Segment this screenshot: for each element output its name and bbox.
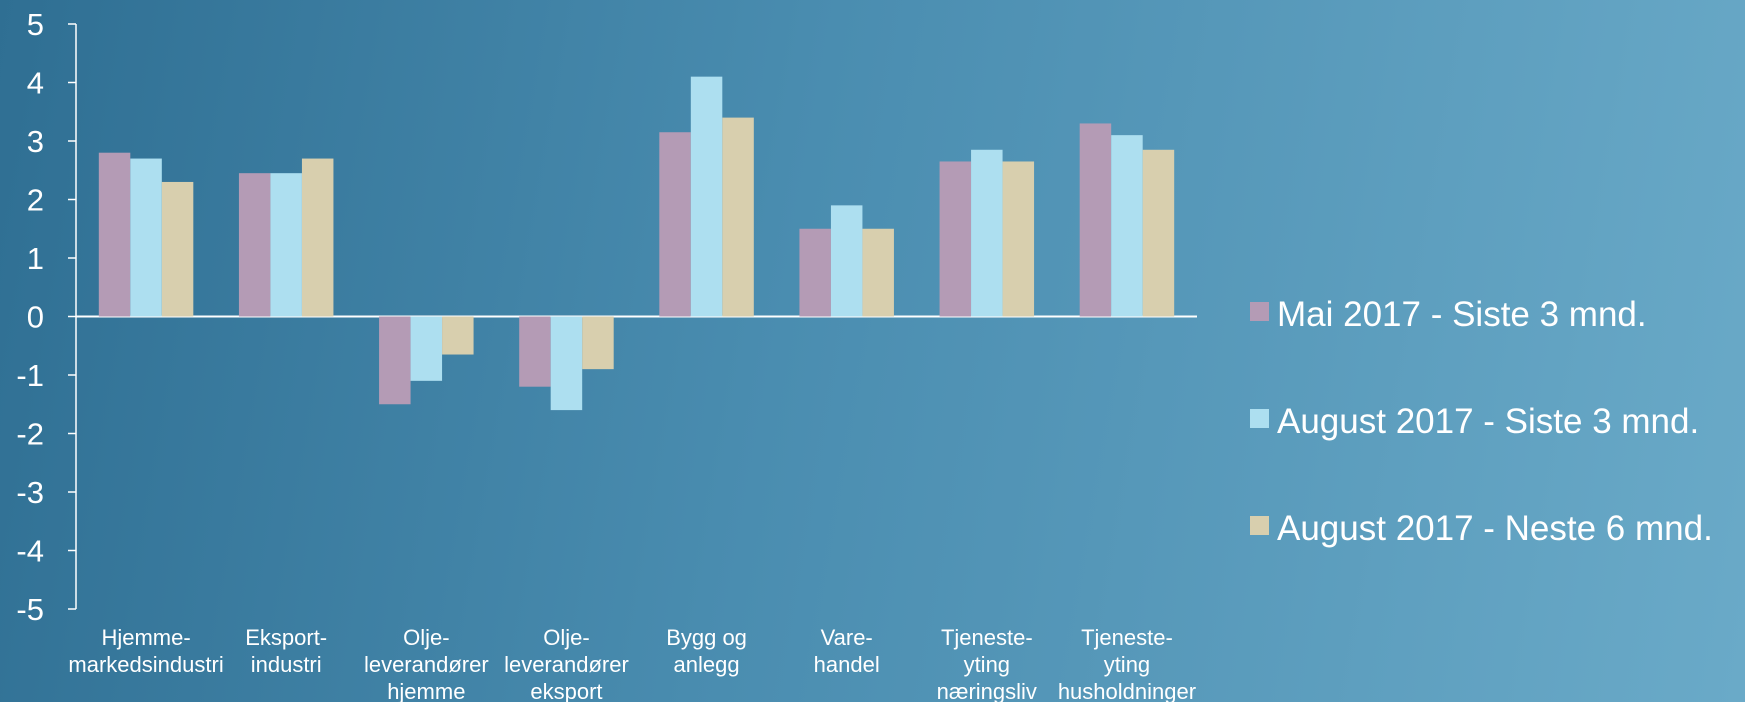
category-label-line: markedsindustri [68, 652, 223, 677]
bar [690, 76, 723, 317]
bar [130, 158, 162, 317]
legend-swatch [1250, 409, 1269, 428]
bar [830, 205, 863, 317]
bar [410, 316, 443, 381]
category-label: Olje-leverandører eksport [504, 625, 629, 702]
y-tick-label: 2 [27, 183, 44, 218]
y-tick-label: 4 [27, 66, 44, 101]
y-tick-label: -5 [16, 592, 44, 627]
bar [1002, 161, 1035, 317]
bar [971, 149, 1003, 317]
category-label: Bygg og anlegg [666, 625, 747, 677]
bar [799, 228, 831, 317]
y-tick-label: -1 [16, 358, 44, 393]
y-tick-label: -2 [16, 417, 44, 452]
bar [1142, 149, 1175, 317]
category-label-line: industri [251, 652, 322, 677]
category-label-line: husholdninger [1058, 679, 1196, 702]
category-label: Tjeneste-yting husholdninger [1058, 625, 1196, 702]
category-label: Tjeneste-yting næringsliv [937, 625, 1037, 702]
y-tick-label: 3 [27, 124, 44, 159]
category-label-line: yting [964, 652, 1010, 677]
y-tick-label: 5 [27, 7, 44, 42]
category-label-line: hjemme [387, 679, 465, 702]
bar [379, 316, 411, 405]
bar [939, 161, 972, 317]
legend-swatch [1250, 302, 1269, 321]
legend-label: August 2017 - Siste 3 mnd. [1277, 402, 1699, 441]
category-label-line: Eksport- [245, 625, 327, 650]
category-label-line: handel [814, 652, 880, 677]
bar [550, 316, 583, 411]
legend: Mai 2017 - Siste 3 mnd. August 2017 - Sis… [1250, 295, 1713, 548]
legend-label: August 2017 - Neste 6 mnd. [1277, 509, 1713, 548]
category-label-line: leverandører [504, 652, 629, 677]
category-label-line: yting [1104, 652, 1150, 677]
legend-label: Mai 2017 - Siste 3 mnd. [1277, 295, 1647, 334]
category-label-line: Olje- [543, 625, 589, 650]
bar [519, 316, 551, 387]
bar [98, 152, 131, 317]
legend-swatch [1250, 516, 1269, 535]
y-tick-labels: 5 4 3 2 1 0 -1 -2 -3 -4 -5 [16, 7, 44, 627]
bar [862, 228, 894, 317]
category-label-line: anlegg [674, 652, 740, 677]
y-tick-label: -4 [16, 534, 44, 569]
bar [161, 181, 194, 317]
bar [1079, 123, 1112, 317]
bar [238, 173, 271, 317]
category-label-line: eksport [530, 679, 602, 702]
category-label: Hjemme-markedsindustri [68, 625, 223, 677]
category-label: Eksport-industri [245, 625, 327, 677]
bar [582, 316, 614, 370]
category-label: Olje-leverandører hjemme [364, 625, 489, 702]
bar [722, 117, 754, 317]
bar [301, 158, 334, 317]
bar [659, 132, 691, 317]
category-label-line: Olje- [403, 625, 449, 650]
category-label-line: næringsliv [937, 679, 1037, 702]
category-label-line: leverandører [364, 652, 489, 677]
y-tick-label: 0 [27, 300, 44, 335]
category-label-line: Vare- [821, 625, 873, 650]
category-label-line: Hjemme- [101, 625, 190, 650]
bar [270, 173, 302, 317]
bars [98, 76, 1175, 411]
bar [1111, 135, 1143, 317]
category-label: Vare-handel [814, 625, 880, 677]
category-labels: Hjemme-markedsindustri Eksport-industri Ol… [68, 625, 1196, 702]
category-label-line: Tjeneste- [1081, 625, 1173, 650]
y-tick-label: -3 [16, 475, 44, 510]
category-label-line: Bygg og [666, 625, 747, 650]
category-label-line: Tjeneste- [941, 625, 1033, 650]
y-tick-label: 1 [27, 241, 44, 276]
bar [442, 316, 474, 355]
